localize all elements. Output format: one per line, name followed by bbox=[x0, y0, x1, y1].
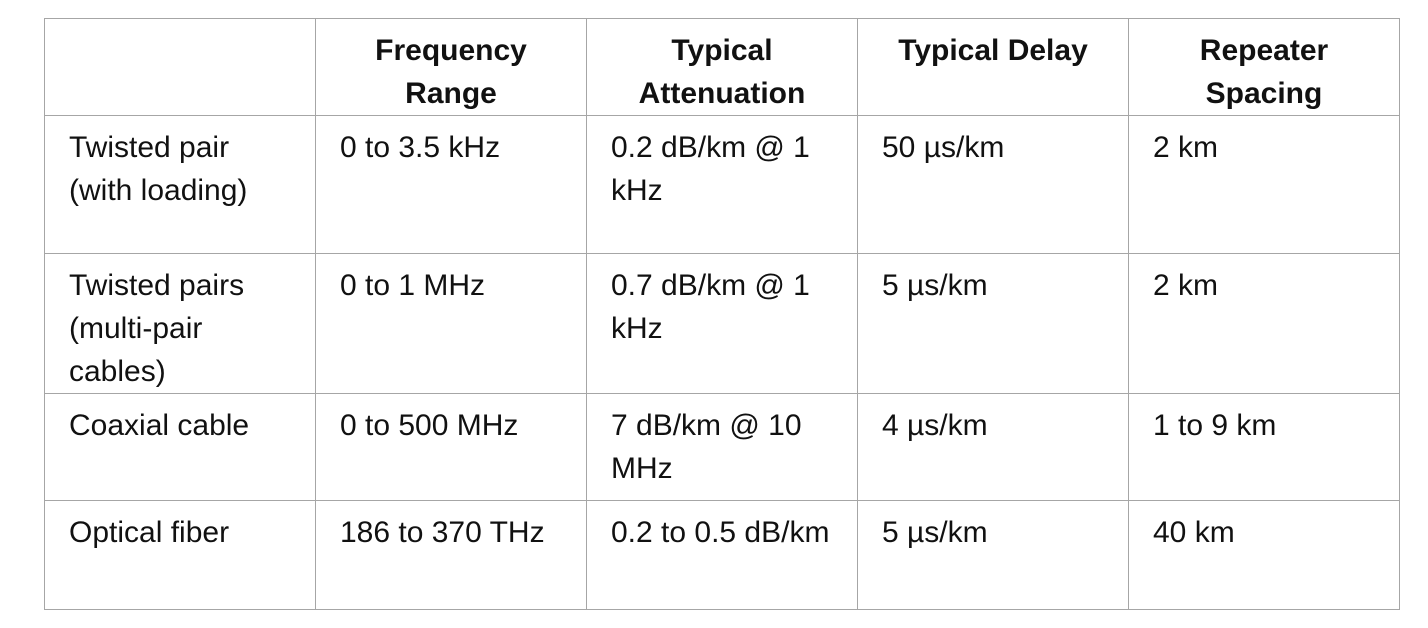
delay-cell: 5 µs/km bbox=[857, 253, 1129, 394]
table-row: Twisted pair (with loading) 0 to 3.5 kHz… bbox=[44, 115, 1400, 254]
repeater-spacing-cell: 2 km bbox=[1128, 115, 1400, 254]
header-row: Frequency Range Typical Attenuation Typi… bbox=[44, 18, 1400, 116]
repeater-spacing-cell: 1 to 9 km bbox=[1128, 393, 1400, 501]
delay-cell: 5 µs/km bbox=[857, 500, 1129, 610]
table-row: Coaxial cable 0 to 500 MHz 7 dB/km @ 10 … bbox=[44, 393, 1400, 501]
header-cell-frequency-range: Frequency Range bbox=[315, 18, 587, 116]
repeater-spacing-cell: 2 km bbox=[1128, 253, 1400, 394]
attenuation-cell: 0.7 dB/km @ 1 kHz bbox=[586, 253, 858, 394]
header-cell-typical-attenuation: Typical Attenuation bbox=[586, 18, 858, 116]
frequency-range-cell: 0 to 1 MHz bbox=[315, 253, 587, 394]
header-cell-typical-delay: Typical Delay bbox=[857, 18, 1129, 116]
header-cell-repeater-spacing: Repeater Spacing bbox=[1128, 18, 1400, 116]
attenuation-cell: 7 dB/km @ 10 MHz bbox=[586, 393, 858, 501]
table-row: Twisted pairs (multi-pair cables) 0 to 1… bbox=[44, 253, 1400, 394]
frequency-range-cell: 186 to 370 THz bbox=[315, 500, 587, 610]
delay-cell: 50 µs/km bbox=[857, 115, 1129, 254]
frequency-range-cell: 0 to 500 MHz bbox=[315, 393, 587, 501]
medium-cell: Optical fiber bbox=[44, 500, 316, 610]
attenuation-cell: 0.2 to 0.5 dB/km bbox=[586, 500, 858, 610]
delay-cell: 4 µs/km bbox=[857, 393, 1129, 501]
medium-cell: Twisted pair (with loading) bbox=[44, 115, 316, 254]
attenuation-cell: 0.2 dB/km @ 1 kHz bbox=[586, 115, 858, 254]
table-row: Optical fiber 186 to 370 THz 0.2 to 0.5 … bbox=[44, 500, 1400, 610]
medium-cell: Coaxial cable bbox=[44, 393, 316, 501]
medium-cell: Twisted pairs (multi-pair cables) bbox=[44, 253, 316, 394]
header-cell-empty bbox=[44, 18, 316, 116]
transmission-media-table: Frequency Range Typical Attenuation Typi… bbox=[44, 18, 1400, 610]
repeater-spacing-cell: 40 km bbox=[1128, 500, 1400, 610]
frequency-range-cell: 0 to 3.5 kHz bbox=[315, 115, 587, 254]
